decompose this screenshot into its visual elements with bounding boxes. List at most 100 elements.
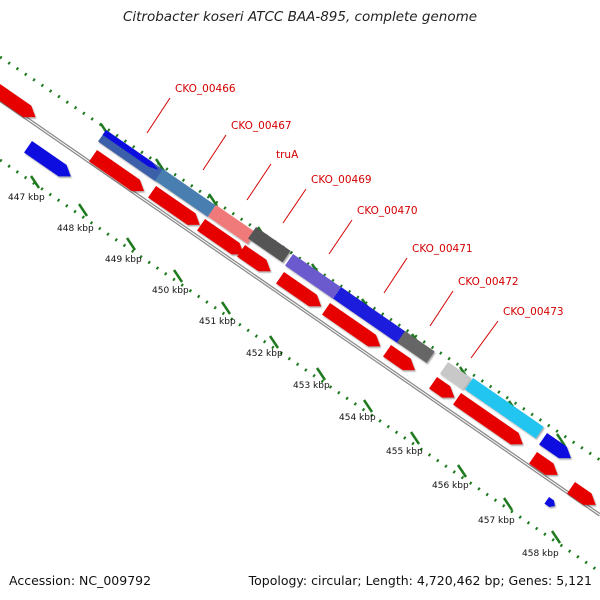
cds-red-8: [429, 377, 455, 398]
outer-tick-9: [555, 433, 567, 447]
kbp-label-2: 449 kbp: [105, 255, 142, 265]
gene-truA-shape: [208, 205, 256, 244]
gene-CKO_00472-shape: [397, 331, 435, 363]
kbp-label-11: 458 kbp: [522, 549, 559, 559]
cds-red-7: [383, 345, 415, 371]
callout-line-6: [429, 290, 454, 327]
inner-tick-4: [220, 301, 232, 315]
gene-label-5: CKO_00471: [412, 243, 473, 255]
callout-line-0: [146, 97, 171, 134]
gene-label-3: CKO_00469: [311, 174, 372, 186]
cds-red-9-shape: [453, 393, 523, 445]
cds-blue-top: [102, 130, 159, 171]
cds-red-10-shape: [529, 452, 558, 475]
cds-red-1-shape: [89, 150, 145, 192]
cds-red-8-shape: [429, 377, 455, 398]
cds-red-4-shape: [237, 245, 271, 272]
cds-red-2: [148, 186, 200, 225]
inner-tick-1: [77, 203, 89, 217]
inner-tick-5: [268, 335, 280, 349]
inner-tick-7: [362, 399, 374, 413]
outer-tick-1: [154, 158, 166, 172]
gene-CKO_00469: [248, 227, 291, 263]
cds-red-1: [89, 150, 145, 192]
cds-red-7-shape: [383, 345, 415, 371]
kbp-label-5: 452 kbp: [246, 349, 283, 359]
callout-line-3: [282, 188, 307, 224]
cds-red-9: [453, 393, 523, 445]
kbp-tick-marks: [29, 123, 567, 544]
gene-label-2: truA: [276, 149, 299, 161]
inner-tick-6: [315, 367, 327, 381]
gene-truA: [208, 205, 256, 244]
cds-blue-top-shape: [102, 130, 159, 171]
gene-label-6: CKO_00472: [458, 276, 519, 288]
outer-tick-2: [207, 193, 219, 207]
kbp-label-9: 456 kbp: [432, 481, 469, 491]
callout-line-5: [383, 257, 408, 294]
gene-grey-small: [440, 362, 472, 390]
gene-blue-end-shape: [539, 433, 571, 459]
gene-label-7: CKO_00473: [503, 306, 564, 318]
outer-tick-ring: [0, 55, 600, 462]
inner-tick-ring: [0, 158, 600, 574]
cds-red-11-shape: [567, 482, 596, 505]
cds-blue-small: [544, 497, 555, 507]
gene-CKO_00471: [333, 287, 407, 345]
kbp-labels: 447 kbp 448 kbp 449 kbp 450 kbp 451 kbp 452 k…: [8, 193, 559, 559]
cds-red-4: [237, 245, 271, 272]
kbp-label-4: 451 kbp: [199, 317, 236, 327]
gene-callouts: CKO_00466 CKO_00467 truA CKO_00469 CKO_00470…: [146, 83, 564, 359]
inner-tick-0: [29, 175, 41, 189]
topology-text: Topology: circular; Length: 4,720,462 bp…: [248, 573, 592, 588]
gene-label-4: CKO_00470: [357, 205, 418, 217]
cds-red-3: [197, 219, 244, 255]
gene-label-0: CKO_00466: [175, 83, 236, 95]
kbp-label-0: 447 kbp: [8, 193, 45, 203]
cds-blue-small-shape: [544, 497, 555, 507]
inner-tick-8: [409, 431, 421, 445]
inner-tick-10: [502, 497, 514, 511]
cds-red-10: [529, 452, 558, 475]
gene-CKO_00473: [465, 378, 544, 439]
cds-red-5-shape: [276, 272, 322, 307]
kbp-label-7: 454 kbp: [339, 413, 376, 423]
cds-blue-left-shape: [24, 141, 71, 177]
kbp-label-1: 448 kbp: [57, 224, 94, 234]
inner-tick-2: [125, 237, 137, 251]
map-title: Citrobacter koseri ATCC BAA-895, complet…: [122, 9, 478, 25]
accession-text: Accession: NC_009792: [9, 573, 152, 588]
callout-line-2: [246, 163, 272, 201]
callout-line-1: [202, 134, 227, 171]
cds-red-2-shape: [148, 186, 200, 225]
cds-red-6-shape: [322, 303, 381, 347]
gene-CKO_00472: [397, 331, 435, 363]
kbp-label-8: 455 kbp: [386, 447, 423, 457]
feature-tracks: [0, 84, 596, 507]
backbone-inner: [0, 99, 600, 516]
inner-tick-11: [550, 530, 562, 544]
cds-red-0-shape: [0, 84, 36, 118]
cds-red-6: [322, 303, 381, 347]
kbp-label-6: 453 kbp: [293, 381, 330, 391]
cds-red-0: [0, 84, 36, 118]
gene-CKO_00470-shape: [285, 254, 341, 299]
callout-line-7: [470, 320, 499, 359]
gene-CKO_00469-shape: [248, 227, 291, 263]
cds-red-11: [567, 482, 596, 505]
cds-blue-left: [24, 141, 71, 177]
cds-red-5: [276, 272, 322, 307]
inner-tick-3: [172, 269, 184, 283]
gene-CKO_00473-shape: [465, 378, 544, 439]
gene-grey-small-shape: [440, 362, 472, 390]
gene-CKO_00467-shape: [155, 169, 216, 217]
kbp-label-10: 457 kbp: [478, 516, 515, 526]
gene-CKO_00467: [155, 169, 216, 217]
gene-CKO_00471-shape: [333, 287, 407, 345]
inner-tick-9: [456, 464, 468, 478]
gene-blue-end: [539, 433, 571, 459]
callout-line-4: [328, 219, 353, 255]
kbp-label-3: 450 kbp: [152, 286, 189, 296]
